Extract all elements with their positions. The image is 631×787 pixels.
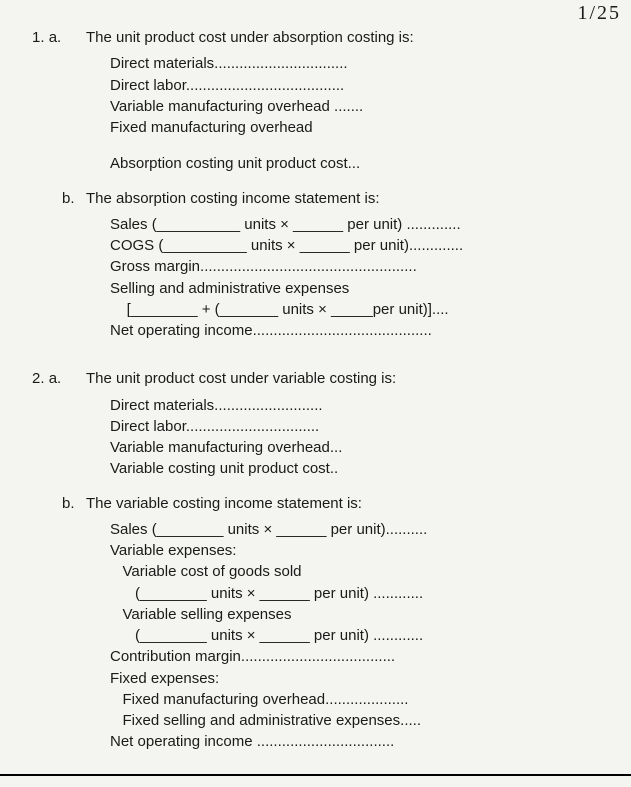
page-bottom-border	[0, 774, 631, 776]
handwritten-note: 1/25	[577, 2, 621, 25]
text-line: Fixed manufacturing overhead	[110, 118, 611, 138]
q1a-prompt: The unit product cost under absorption c…	[86, 28, 611, 48]
text-line: (________ units × ______ per unit) .....…	[110, 626, 611, 646]
text-line: Contribution margin.....................…	[110, 647, 611, 667]
text-line: Sales (__________ units × ______ per uni…	[110, 215, 611, 235]
question-2: 2. a. The unit product cost under variab…	[32, 369, 611, 752]
q1b-prompt: The absorption costing income statement …	[86, 189, 611, 209]
q1b-lines: Sales (__________ units × ______ per uni…	[110, 215, 611, 342]
text-line: Gross margin............................…	[110, 257, 611, 277]
text-line: Variable selling expenses	[110, 605, 611, 625]
text-line: Net operating income ...................…	[110, 732, 611, 752]
text-line: Selling and administrative expenses	[110, 279, 611, 299]
text-line: Direct materials........................…	[110, 54, 611, 74]
q2b-lines: Sales (________ units × ______ per unit)…	[110, 520, 611, 753]
text-line: Variable cost of goods sold	[110, 562, 611, 582]
text-line: (________ units × ______ per unit) .....…	[110, 584, 611, 604]
text-line: Variable manufacturing overhead...	[110, 438, 611, 458]
text-line: Variable manufacturing overhead .......	[110, 97, 611, 117]
text-line: Fixed expenses:	[110, 669, 611, 689]
q2a-prompt: The unit product cost under variable cos…	[86, 369, 611, 389]
text-line: Variable costing unit product cost..	[110, 459, 611, 479]
q2b-letter: b.	[62, 494, 86, 514]
text-line: COGS (__________ units × ______ per unit…	[110, 236, 611, 256]
text-line: [________ + (_______ units × _____per un…	[110, 300, 611, 320]
q2b-prompt: The variable costing income statement is…	[86, 494, 611, 514]
q1b-letter: b.	[62, 189, 86, 209]
text-line: Variable expenses:	[110, 541, 611, 561]
text-line: Direct labor............................…	[110, 417, 611, 437]
q2a-lines: Direct materials........................…	[110, 396, 611, 480]
text-line: Net operating income....................…	[110, 321, 611, 341]
text-line: Direct materials........................…	[110, 396, 611, 416]
question-1: 1. a. The unit product cost under absorp…	[32, 28, 611, 341]
text-line: Absorption costing unit product cost...	[110, 154, 611, 174]
q1a-lines: Direct materials........................…	[110, 54, 611, 174]
page-content: 1. a. The unit product cost under absorp…	[0, 0, 631, 787]
q2-number: 2. a.	[32, 369, 86, 389]
text-line: Direct labor............................…	[110, 76, 611, 96]
text-line: Fixed manufacturing overhead............…	[110, 690, 611, 710]
text-line: Fixed selling and administrative expense…	[110, 711, 611, 731]
text-line: Sales (________ units × ______ per unit)…	[110, 520, 611, 540]
q1-number: 1. a.	[32, 28, 86, 48]
